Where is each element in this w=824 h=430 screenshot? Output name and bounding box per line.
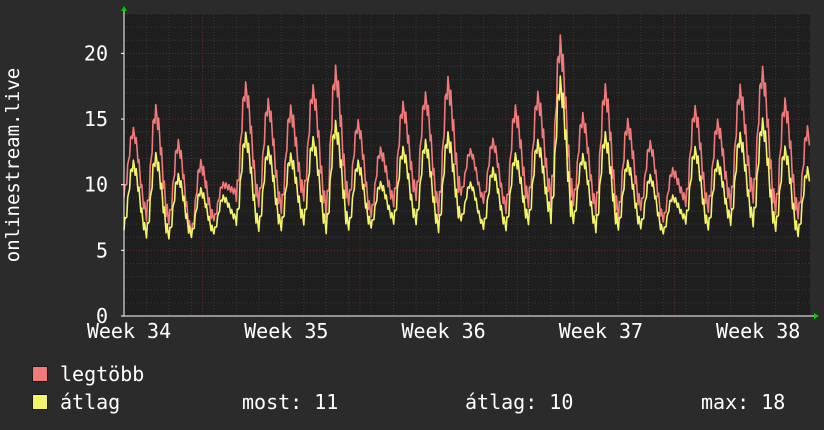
y-tick-label: 0 bbox=[96, 304, 108, 328]
y-tick-label: 5 bbox=[96, 238, 108, 262]
legend-swatch-avg bbox=[32, 394, 48, 410]
stat-average: átlag: 10 bbox=[465, 390, 574, 414]
legend-item-max: legtöbb bbox=[32, 362, 145, 386]
x-axis-arrow-icon bbox=[814, 313, 819, 319]
y-tick-label: 20 bbox=[84, 41, 108, 65]
y-tick-labels: 0 5 10 15 20 bbox=[84, 41, 108, 328]
axes bbox=[121, 6, 819, 319]
stat-max: max: 18 bbox=[701, 390, 786, 414]
x-tick-label: Week 37 bbox=[559, 319, 643, 343]
y-tick-label: 10 bbox=[84, 173, 108, 197]
y-axis-label: onlinestream.live bbox=[2, 68, 24, 262]
legend-label-max: legtöbb bbox=[60, 362, 145, 386]
y-axis-arrow-icon bbox=[121, 6, 127, 11]
x-tick-label: Week 38 bbox=[716, 319, 800, 343]
series-line-avg bbox=[123, 75, 811, 240]
x-tick-label: Week 36 bbox=[401, 319, 485, 343]
legend-swatch-max bbox=[32, 366, 48, 382]
x-tick-labels: Week 34 Week 35 Week 36 Week 37 Week 38 bbox=[87, 319, 800, 343]
stat-now: most: 11 bbox=[242, 390, 339, 414]
y-tick-label: 15 bbox=[84, 107, 108, 131]
legend-item-avg: átlag bbox=[32, 390, 121, 414]
x-tick-label: Week 34 bbox=[87, 319, 171, 343]
x-tick-label: Week 35 bbox=[244, 319, 328, 343]
series-layer bbox=[123, 34, 811, 240]
legend-label-avg: átlag bbox=[60, 390, 121, 414]
series-line-max bbox=[123, 34, 811, 238]
